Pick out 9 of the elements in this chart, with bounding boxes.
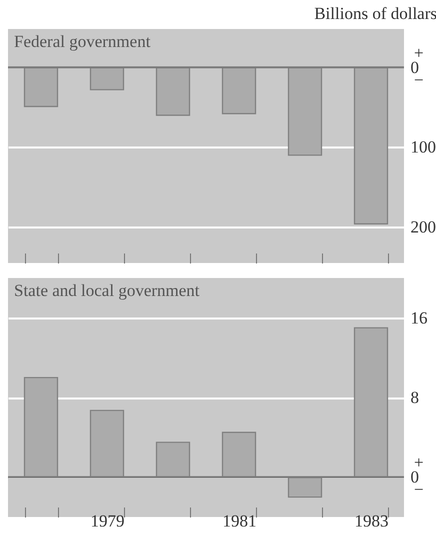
y-tick-label: 100 [410,138,436,157]
x-tick-label: 1983 [354,512,388,530]
x-tick-label: 1981 [222,512,256,530]
chart-title: State and local government [14,281,200,300]
y-tick-label: 200 [410,218,436,237]
chart-title: Federal government [14,32,151,51]
y-tick-label: 8 [410,388,419,407]
y-tick-label: 16 [410,308,428,328]
x-tick-label: 1979 [90,512,124,530]
